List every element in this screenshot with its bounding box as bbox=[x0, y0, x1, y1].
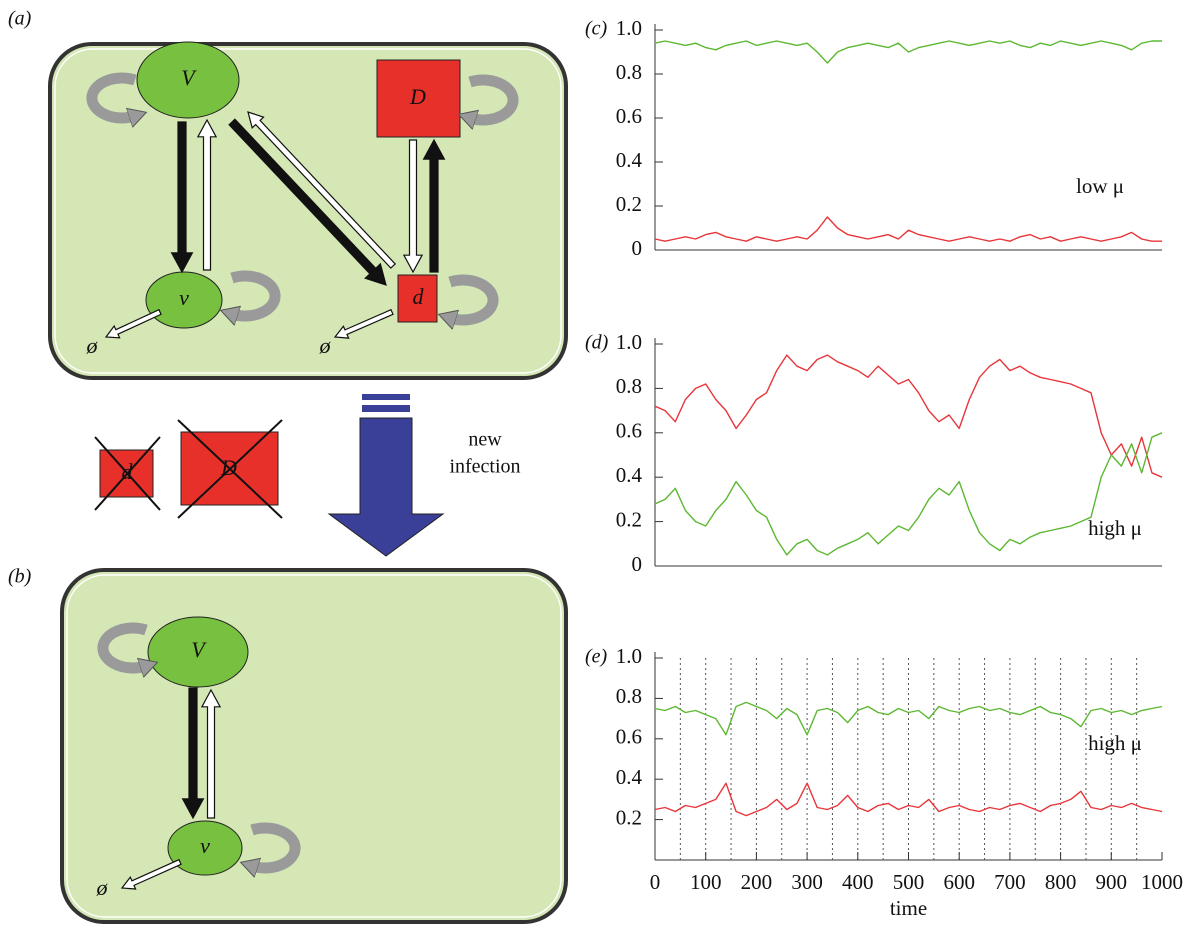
arrow-bar bbox=[362, 405, 410, 412]
x-tick-label: 1000 bbox=[1141, 870, 1183, 894]
y-tick-label: 1.0 bbox=[616, 644, 642, 668]
x-tick-label: 300 bbox=[791, 870, 823, 894]
y-tick-label: 1.0 bbox=[616, 330, 642, 354]
series-line bbox=[655, 433, 1162, 555]
node-label: v bbox=[200, 833, 210, 858]
panel-label: (b) bbox=[8, 566, 32, 588]
arrow-label: new bbox=[468, 429, 502, 451]
panel-label: (e) bbox=[585, 646, 608, 668]
arrow-bar bbox=[362, 394, 410, 400]
sink-label: ø bbox=[96, 875, 109, 900]
y-tick-label: 1.0 bbox=[616, 16, 642, 40]
infection-arrow bbox=[329, 418, 443, 556]
y-tick-label: 0.4 bbox=[616, 463, 643, 487]
node-label: d bbox=[413, 284, 425, 309]
y-tick-label: 0.2 bbox=[616, 192, 642, 216]
series-line bbox=[655, 41, 1162, 63]
annotation: low μ bbox=[1076, 174, 1124, 198]
y-tick-label: 0.8 bbox=[616, 60, 642, 84]
y-tick-label: 0.8 bbox=[616, 684, 642, 708]
page: {"diagram": { "a": {"label": "(a)", "nod… bbox=[0, 0, 1185, 935]
sink-label: ø bbox=[86, 333, 99, 358]
x-tick-label: 400 bbox=[842, 870, 874, 894]
y-tick-label: 0 bbox=[632, 236, 643, 260]
node-label: v bbox=[179, 285, 189, 310]
figure: (a) V D v d ø ø d D new infection (b) V … bbox=[0, 0, 1185, 935]
panel-label: (d) bbox=[585, 332, 609, 354]
x-axis-label: time bbox=[890, 896, 927, 920]
y-tick-label: 0.2 bbox=[616, 507, 642, 531]
x-tick-label: 700 bbox=[994, 870, 1026, 894]
charts: (c) 0 0.2 0.4 0.6 0.8 1.0 low μ (d) 0 0.2 0.4 0.6 0.8… bbox=[585, 16, 1183, 920]
sink-label: ø bbox=[319, 333, 332, 358]
y-tick-label: 0.6 bbox=[616, 725, 642, 749]
node-label: D bbox=[409, 84, 426, 109]
y-tick-label: 0.4 bbox=[616, 765, 643, 789]
x-tick-label: 100 bbox=[690, 870, 722, 894]
node-label: d bbox=[122, 459, 134, 484]
x-tick-label: 500 bbox=[893, 870, 925, 894]
series-line bbox=[655, 217, 1162, 241]
y-tick-label: 0 bbox=[632, 552, 643, 576]
x-tick-label: 200 bbox=[741, 870, 773, 894]
y-tick-label: 0.6 bbox=[616, 419, 642, 443]
arrow-label: infection bbox=[449, 456, 520, 478]
x-tick-label: 600 bbox=[943, 870, 975, 894]
annotation: high μ bbox=[1088, 731, 1142, 755]
panel-label: (c) bbox=[585, 18, 608, 40]
x-tick-label: 900 bbox=[1096, 870, 1128, 894]
x-tick-label: 0 bbox=[650, 870, 661, 894]
annotation: high μ bbox=[1088, 516, 1142, 540]
y-tick-label: 0.8 bbox=[616, 374, 642, 398]
y-tick-label: 0.6 bbox=[616, 104, 642, 128]
x-tick-label: 800 bbox=[1045, 870, 1077, 894]
series-line bbox=[655, 355, 1162, 477]
y-tick-label: 0.4 bbox=[616, 148, 643, 172]
y-tick-label: 0.2 bbox=[616, 805, 642, 829]
panel-label: (a) bbox=[8, 8, 32, 30]
